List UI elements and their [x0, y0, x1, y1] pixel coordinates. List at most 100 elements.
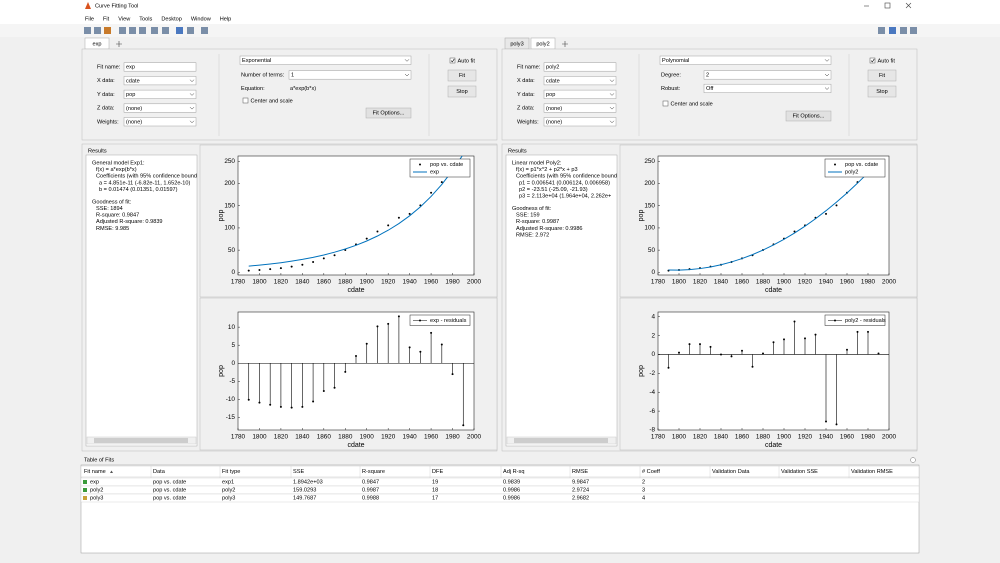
- fit-options-button[interactable]: [785, 110, 832, 122]
- table-row[interactable]: [80, 493, 920, 503]
- menu-item[interactable]: Desktop: [161, 16, 182, 22]
- x-tick-label: 1840: [295, 279, 310, 286]
- add-tab[interactable]: [116, 41, 122, 47]
- table-cell: 0.9839: [503, 480, 520, 486]
- dropdown-value: pop: [126, 92, 135, 98]
- column-header[interactable]: Fit name: [84, 469, 106, 475]
- layout-icon[interactable]: [889, 27, 896, 34]
- dropdown-value: (none): [126, 106, 142, 112]
- scroll-thumb[interactable]: [514, 438, 608, 443]
- fit-type-dropdown[interactable]: [239, 55, 412, 65]
- table-collapse[interactable]: [910, 457, 916, 463]
- tool-icon[interactable]: [94, 27, 101, 34]
- fit-button[interactable]: [447, 69, 477, 82]
- y-axis-label: pop: [638, 365, 645, 377]
- fit-button[interactable]: [867, 69, 897, 82]
- y-axis-label: pop: [638, 210, 645, 222]
- dropdown[interactable]: [543, 89, 617, 99]
- option-dropdown-value: Off: [706, 86, 714, 92]
- tool-icon[interactable]: [129, 27, 136, 34]
- scroll-thumb[interactable]: [94, 438, 188, 443]
- option-dropdown[interactable]: [288, 70, 412, 80]
- column-header[interactable]: Data: [153, 469, 166, 475]
- column-header[interactable]: # Coeff: [642, 469, 660, 475]
- residual-point: [793, 320, 796, 323]
- x-tick-label: 1960: [424, 279, 439, 286]
- tool-icon[interactable]: [119, 27, 126, 34]
- tool-icon[interactable]: [104, 27, 111, 34]
- dropdown[interactable]: [543, 76, 617, 86]
- results-line: RMSE: 2.972: [516, 232, 549, 238]
- dropdown[interactable]: [123, 76, 197, 86]
- column-header[interactable]: SSE: [293, 469, 304, 475]
- dropdown[interactable]: [123, 117, 197, 127]
- close[interactable]: [905, 2, 912, 9]
- auto-fit-checkbox[interactable]: [449, 57, 456, 64]
- dropdown[interactable]: [123, 89, 197, 99]
- menu-item[interactable]: Window: [191, 16, 212, 22]
- stop-button[interactable]: [867, 85, 897, 98]
- tool-icon[interactable]: [151, 27, 158, 34]
- option-dropdown[interactable]: [703, 70, 832, 80]
- data-point: [279, 267, 282, 270]
- residual-point: [741, 349, 743, 352]
- dropdown-value: (none): [546, 119, 562, 125]
- text-field[interactable]: [543, 62, 617, 72]
- column-header[interactable]: Adj R-sq: [503, 469, 524, 475]
- fit-options-button-label: Fit Options...: [373, 110, 405, 116]
- dropdown[interactable]: [543, 103, 617, 113]
- column-header[interactable]: Validation Data: [712, 469, 750, 475]
- fit-options-button[interactable]: [365, 107, 412, 119]
- dropdown[interactable]: [123, 103, 197, 113]
- menu-item[interactable]: File: [85, 16, 94, 22]
- row-icon: [83, 488, 87, 492]
- results-box: [505, 154, 618, 447]
- dropdown[interactable]: [543, 117, 617, 127]
- menu-item[interactable]: Help: [220, 16, 232, 22]
- option-dropdown[interactable]: [703, 83, 832, 93]
- tool-icon[interactable]: [176, 27, 183, 34]
- center-scale-checkbox[interactable]: [242, 97, 249, 104]
- menu-item[interactable]: Tools: [139, 16, 152, 22]
- column-header[interactable]: R-square: [362, 469, 385, 475]
- maximize[interactable]: [884, 2, 891, 9]
- y-tick-label: 0: [651, 269, 655, 276]
- layout-icon[interactable]: [910, 27, 917, 34]
- x-tick-label: 1780: [231, 434, 246, 441]
- x-tick-label: 1860: [735, 434, 750, 441]
- layout-icon[interactable]: [900, 27, 907, 34]
- tool-icon[interactable]: [162, 27, 169, 34]
- plot-marks: [247, 156, 465, 272]
- column-header[interactable]: DFE: [432, 469, 443, 475]
- column-header[interactable]: RMSE: [572, 469, 588, 475]
- menu-item[interactable]: View: [118, 16, 131, 22]
- text-field-value: poly2: [546, 64, 559, 70]
- y-tick-label: -2: [649, 370, 655, 377]
- add-tab[interactable]: [562, 41, 568, 47]
- data-point: [322, 257, 325, 260]
- tool-icon[interactable]: [84, 27, 91, 34]
- table-row[interactable]: [80, 485, 920, 495]
- center-scale-checkbox[interactable]: [662, 100, 669, 107]
- stop-button[interactable]: [447, 85, 477, 98]
- x-tick-label: 1940: [403, 279, 418, 286]
- y-tick-label: 250: [224, 158, 235, 165]
- x-tick-label: 1800: [672, 279, 687, 286]
- tool-icon[interactable]: [201, 27, 208, 34]
- x-tick-label: 1840: [295, 434, 310, 441]
- table-row[interactable]: [80, 477, 920, 487]
- tool-icon[interactable]: [139, 27, 146, 34]
- table-cell: 0.9986: [503, 488, 520, 494]
- column-header[interactable]: Validation RMSE: [851, 469, 893, 475]
- column-header[interactable]: Validation SSE: [781, 469, 818, 475]
- fit-type-dropdown[interactable]: [659, 55, 832, 65]
- x-tick-label: 1920: [381, 434, 396, 441]
- fit-button-label: Fit: [459, 73, 466, 79]
- text-field[interactable]: [123, 62, 197, 72]
- menu-item[interactable]: Fit: [103, 16, 110, 22]
- table-cell: poly2: [222, 488, 235, 494]
- auto-fit-checkbox[interactable]: [869, 57, 876, 64]
- tool-icon[interactable]: [187, 27, 194, 34]
- layout-icon[interactable]: [878, 27, 885, 34]
- column-header[interactable]: Fit type: [222, 469, 240, 475]
